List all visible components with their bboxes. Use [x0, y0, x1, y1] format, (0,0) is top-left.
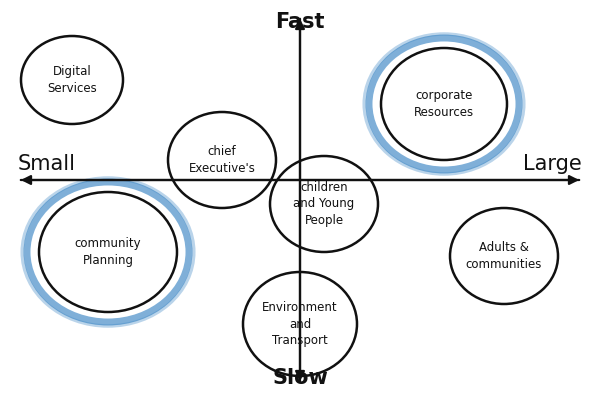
Text: Slow: Slow — [272, 368, 328, 388]
Text: Small: Small — [18, 154, 76, 174]
Text: Environment
and
Transport: Environment and Transport — [262, 301, 338, 347]
Text: chief
Executive's: chief Executive's — [188, 145, 256, 175]
Text: Adults &
communities: Adults & communities — [466, 241, 542, 271]
Text: Digital
Services: Digital Services — [47, 65, 97, 95]
Text: Large: Large — [523, 154, 582, 174]
Text: children
and Young
People: children and Young People — [293, 181, 355, 227]
Text: community
Planning: community Planning — [74, 237, 142, 267]
Text: corporate
Resources: corporate Resources — [414, 89, 474, 119]
Text: Fast: Fast — [275, 12, 325, 32]
